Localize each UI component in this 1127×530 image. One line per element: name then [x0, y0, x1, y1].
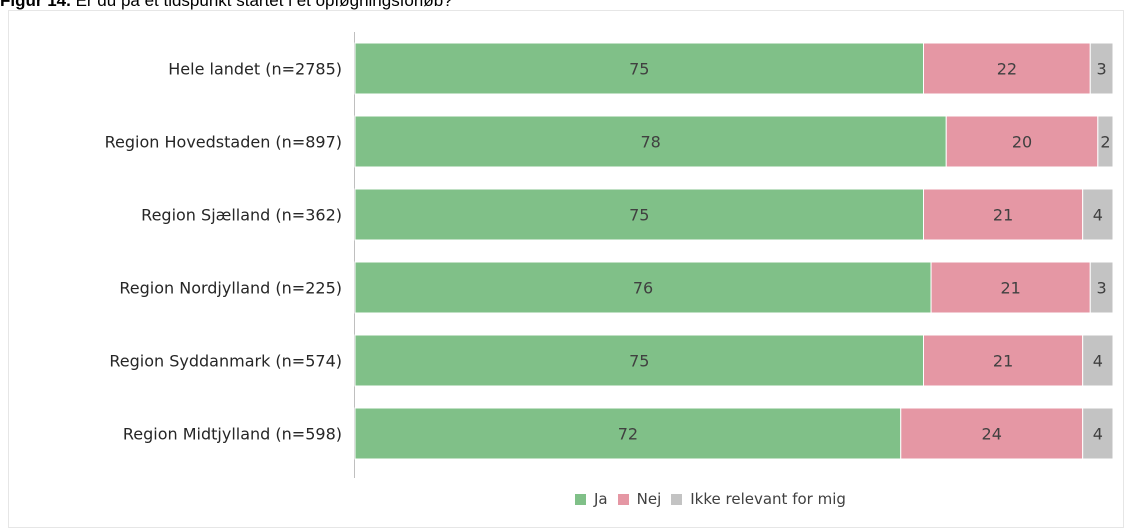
figure-title: Er du på et tidspunkt startet i et opføg… — [70, 0, 453, 10]
data-label: 75 — [629, 206, 649, 225]
data-label: 21 — [993, 352, 1013, 371]
bar-segment — [1089, 261, 1114, 314]
legend-item: Ja — [575, 490, 608, 508]
bar-segment — [1089, 42, 1114, 95]
bar-segment — [354, 407, 902, 460]
figure-caption: Figur 14. Er du på et tidspunkt startet … — [0, 0, 453, 11]
data-label: 20 — [1012, 133, 1032, 152]
data-label: 72 — [618, 425, 638, 444]
data-label: 75 — [629, 60, 649, 79]
data-label: 76 — [633, 279, 653, 298]
data-label: 21 — [1000, 279, 1020, 298]
bar-segment — [900, 407, 1084, 460]
bar-segment — [354, 188, 924, 241]
category-label: Region Midtjylland (n=598) — [123, 425, 342, 444]
legend-item: Nej — [617, 490, 662, 508]
bar-segment — [1082, 407, 1114, 460]
data-label: 2 — [1100, 133, 1110, 152]
bar-segment — [923, 188, 1084, 241]
chart-legend: Ja Nej Ikke relevant for mig — [575, 490, 856, 508]
figure-number: Figur 14. — [0, 0, 71, 10]
legend-item: Ikke relevant for mig — [671, 490, 846, 508]
bar-segment — [354, 334, 924, 387]
bar-segment — [930, 261, 1091, 314]
bar-segment — [1082, 188, 1114, 241]
legend-swatch — [671, 493, 683, 505]
bar-segment — [945, 115, 1099, 168]
data-label: 4 — [1093, 425, 1103, 444]
data-label: 3 — [1097, 60, 1107, 79]
data-label: 21 — [993, 206, 1013, 225]
data-label: 78 — [640, 133, 660, 152]
data-label: 75 — [629, 352, 649, 371]
legend-swatch — [575, 493, 586, 505]
category-label: Hele landet (n=2785) — [168, 60, 342, 79]
data-label: 3 — [1097, 279, 1107, 298]
chart-frame — [8, 10, 1124, 528]
legend-swatch — [617, 493, 629, 505]
bar-segment — [1097, 115, 1114, 168]
bar-segment — [354, 42, 924, 95]
legend-label: Ikke relevant for mig — [690, 490, 846, 508]
bar-segment — [354, 261, 932, 314]
data-label: 4 — [1093, 352, 1103, 371]
data-label: 4 — [1093, 206, 1103, 225]
category-label: Region Sjælland (n=362) — [141, 206, 342, 225]
stacked-bar-chart: Hele landet (n=2785) 75 22 3 Region Hovedsta… — [105, 32, 1114, 478]
data-label: 24 — [982, 425, 1002, 444]
category-label: Region Syddanmark (n=574) — [109, 352, 342, 371]
data-label: 22 — [997, 60, 1017, 79]
bar-segment — [923, 334, 1084, 387]
legend-label: Nej — [636, 490, 662, 508]
bar-segment — [1082, 334, 1114, 387]
category-label: Region Hovedstaden (n=897) — [105, 133, 342, 152]
bar-segment — [923, 42, 1091, 95]
legend-label: Ja — [594, 490, 608, 508]
category-label: Region Nordjylland (n=225) — [119, 279, 342, 298]
